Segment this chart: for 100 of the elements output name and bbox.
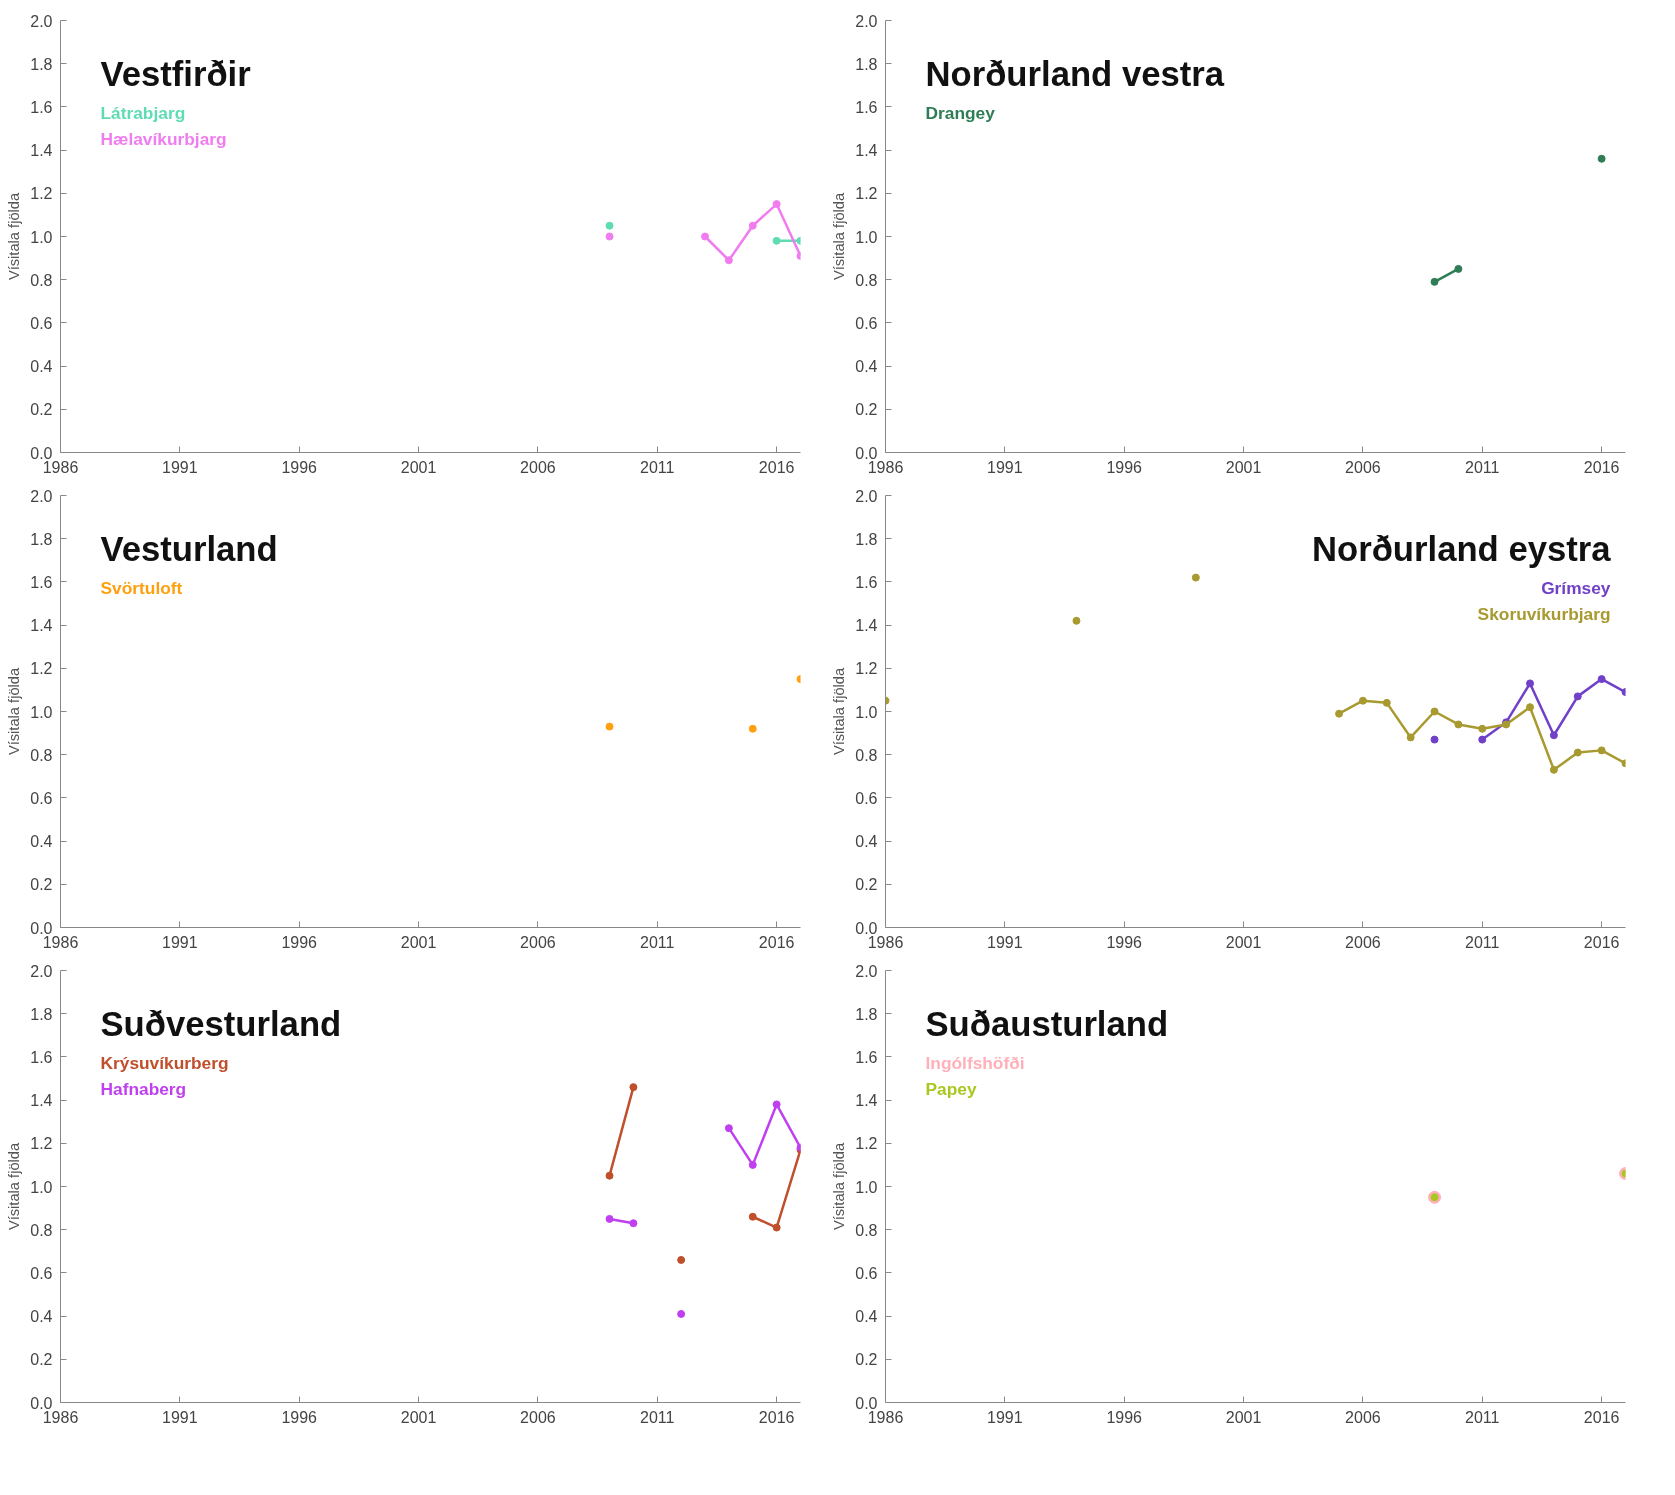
x-tick-label: 2016 [758, 933, 795, 951]
y-axis-title: Vísitala fjölda [831, 667, 848, 756]
x-tick-label: 2016 [758, 458, 795, 476]
x-tick-label: 2016 [758, 1408, 795, 1426]
y-tick-label: 1.0 [855, 228, 878, 246]
y-tick-label: 1.4 [855, 617, 878, 635]
y-tick-label: 1.8 [30, 1005, 53, 1023]
text: Látrabjarg [100, 102, 186, 123]
y-tick-label: 1.6 [30, 573, 53, 591]
y-axis-title: Vísitala fjölda [6, 667, 23, 756]
x-tick-label: 2016 [1583, 1408, 1620, 1426]
y-tick-label: 1.4 [855, 1092, 878, 1110]
text: Vestfirðir [100, 54, 251, 93]
y-tick-label: 1.8 [30, 55, 53, 73]
x-tick-label: 2011 [640, 1408, 675, 1426]
y-tick-label: 0.4 [855, 1308, 878, 1326]
x-tick-label: 1996 [1106, 933, 1143, 951]
y-tick-label: 1.2 [30, 1135, 53, 1153]
x-tick-label: 2011 [1465, 1408, 1500, 1426]
y-axis-title: Vísitala fjölda [6, 1142, 23, 1231]
text: Vesturland [100, 529, 278, 568]
y-tick-label: 0.4 [30, 1308, 53, 1326]
y-tick-label: 0.6 [30, 1264, 53, 1282]
x-tick-label: 2001 [1225, 1408, 1262, 1426]
y-tick-label: 0.2 [30, 1351, 53, 1369]
text: Hælavíkurbjarg [100, 128, 227, 149]
x-tick-label: 2011 [1465, 458, 1500, 476]
y-tick-label: 1.6 [855, 573, 878, 591]
y-axis-title: Vísitala fjölda [6, 192, 23, 281]
x-tick-label: 2006 [520, 458, 556, 476]
x-tick-label: 1996 [1106, 1408, 1143, 1426]
text: Papey [925, 1078, 977, 1099]
y-tick-label: 2.0 [30, 962, 53, 980]
y-tick-label: 1.6 [30, 98, 53, 116]
x-tick-label: 1991 [987, 1408, 1023, 1426]
x-tick-label: 2011 [640, 458, 675, 476]
y-tick-label: 0.2 [855, 401, 878, 419]
x-tick-label: 1996 [281, 1408, 318, 1426]
x-tick-label: 2006 [520, 933, 556, 951]
y-axis-title: Vísitala fjölda [831, 1142, 848, 1231]
y-tick-label: 0.6 [855, 314, 878, 332]
y-tick-label: 0.8 [855, 271, 878, 289]
y-tick-label: 1.0 [30, 1178, 53, 1196]
y-tick-label: 0.2 [30, 876, 53, 894]
y-tick-label: 2.0 [855, 962, 878, 980]
text: Hafnaberg [100, 1078, 187, 1099]
y-tick-label: 1.6 [855, 1048, 878, 1066]
y-tick-label: 0.2 [30, 401, 53, 419]
y-tick-label: 0.8 [855, 1221, 878, 1239]
x-tick-label: 1991 [162, 458, 198, 476]
y-tick-label: 1.8 [30, 530, 53, 548]
y-tick-label: 1.0 [30, 228, 53, 246]
y-tick-label: 0.8 [855, 746, 878, 764]
text: Krýsuvíkurberg [100, 1052, 229, 1073]
x-tick-label: 2011 [1465, 933, 1500, 951]
y-tick-label: 0.2 [855, 876, 878, 894]
x-tick-label: 2001 [400, 1408, 437, 1426]
x-tick-label: 1996 [1106, 458, 1143, 476]
y-tick-label: 1.6 [30, 1048, 53, 1066]
y-tick-label: 1.4 [855, 142, 878, 160]
x-tick-label: 1991 [162, 933, 198, 951]
y-tick-label: 2.0 [855, 487, 878, 505]
y-tick-label: 0.8 [30, 746, 53, 764]
y-tick-label: 2.0 [855, 12, 878, 30]
text: Svörtuloft [100, 577, 183, 598]
text: Ingólfshöfði [925, 1052, 1025, 1073]
x-tick-label: 2016 [1583, 933, 1620, 951]
y-tick-label: 2.0 [30, 12, 53, 30]
x-tick-label: 2006 [1345, 1408, 1381, 1426]
y-tick-label: 0.4 [30, 833, 53, 851]
y-tick-label: 1.6 [855, 98, 878, 116]
y-tick-label: 1.0 [855, 703, 878, 721]
y-tick-label: 1.4 [30, 142, 53, 160]
x-tick-label: 2001 [1225, 458, 1262, 476]
text: Drangey [925, 102, 996, 123]
y-tick-label: 1.0 [30, 703, 53, 721]
y-tick-label: 1.8 [855, 1005, 878, 1023]
y-tick-label: 0.4 [30, 358, 53, 376]
x-tick-label: 1991 [987, 458, 1023, 476]
y-tick-label: 0.4 [855, 833, 878, 851]
text: Skoruvíkurbjarg [1477, 603, 1611, 624]
y-tick-label: 1.0 [855, 1178, 878, 1196]
x-tick-label: 1996 [281, 458, 318, 476]
y-tick-label: 1.8 [855, 530, 878, 548]
x-tick-label: 1991 [987, 933, 1023, 951]
y-tick-label: 0.6 [30, 789, 53, 807]
x-tick-label: 2001 [400, 933, 437, 951]
x-tick-label: 2006 [1345, 933, 1381, 951]
x-tick-label: 2006 [1345, 458, 1381, 476]
y-tick-label: 1.2 [855, 185, 878, 203]
x-tick-label: 2011 [640, 933, 675, 951]
x-tick-label: 1996 [281, 933, 318, 951]
y-axis-title: Vísitala fjölda [831, 192, 848, 281]
y-tick-label: 0.6 [30, 314, 53, 332]
y-tick-label: 1.4 [30, 1092, 53, 1110]
x-tick-label: 1991 [162, 1408, 198, 1426]
text: Suðausturland [925, 1004, 1169, 1043]
y-tick-label: 0.8 [30, 1221, 53, 1239]
y-tick-label: 1.2 [855, 660, 878, 678]
y-tick-label: 0.4 [855, 358, 878, 376]
